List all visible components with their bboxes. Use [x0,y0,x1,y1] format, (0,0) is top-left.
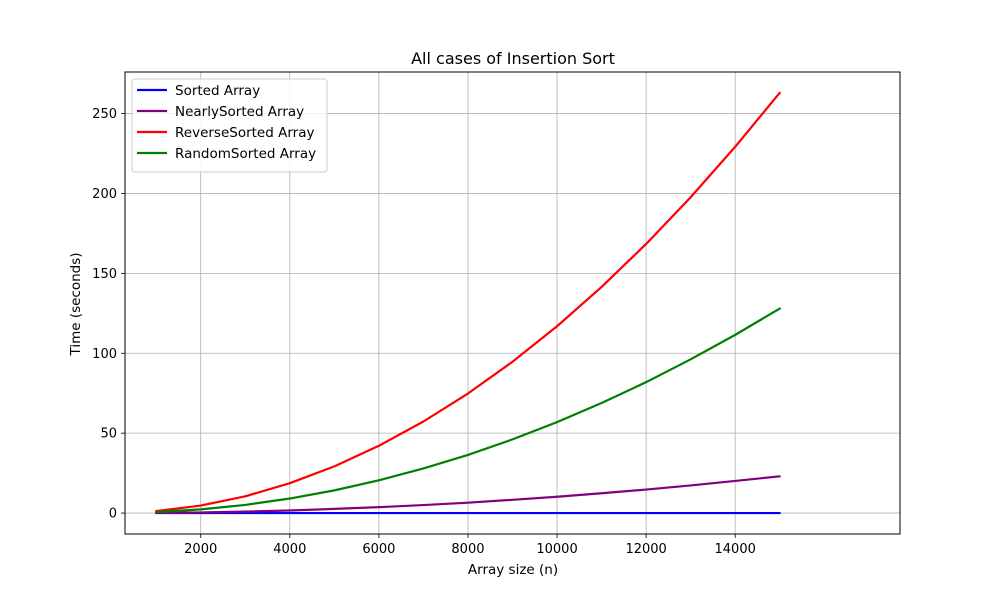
y-tick-label: 250 [92,107,117,122]
legend: Sorted Array NearlySorted Array ReverseSor… [131,78,328,173]
y-tick-label: 150 [92,267,117,282]
y-tick-label: 200 [92,187,117,202]
series-lines [155,91,781,515]
series-line-3 [155,307,781,514]
x-tick-label: 2000 [184,542,217,557]
x-tick-label: 6000 [362,542,395,557]
y-axis-ticks: 0 50 100 150 200 250 [92,107,125,522]
x-tick-label: 10000 [536,542,577,557]
x-tick-label: 8000 [451,542,484,557]
y-tick-label: 0 [109,507,117,522]
series-line-2 [155,91,781,513]
x-tick-label: 4000 [273,542,306,557]
y-axis-label: Time (seconds) [68,252,84,356]
x-tick-label: 14000 [715,542,756,557]
y-tick-label: 50 [100,427,117,442]
grid [125,72,900,534]
legend-label: RandomSorted Array [175,146,316,162]
chart-title: All cases of Insertion Sort [411,49,615,68]
plot-frame [124,71,901,535]
x-axis-label: Array size (n) [468,562,558,578]
x-axis-ticks: 2000 4000 6000 8000 10000 12000 14000 [184,534,756,557]
legend-box [131,78,328,173]
x-tick-label: 12000 [625,542,666,557]
legend-label: ReverseSorted Array [175,125,314,141]
series-line-1 [155,475,781,515]
legend-label: NearlySorted Array [175,104,304,120]
legend-label: Sorted Array [175,83,260,99]
y-tick-label: 100 [92,347,117,362]
